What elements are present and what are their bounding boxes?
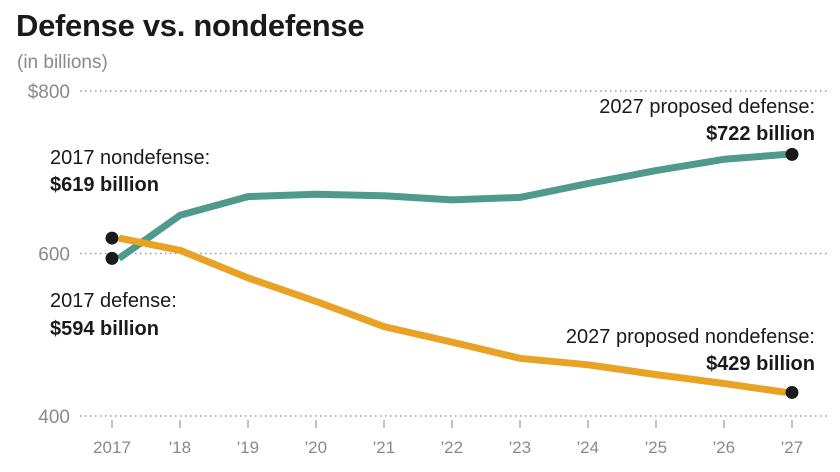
- defense-series-line: [116, 150, 787, 262]
- x-tick-label: '21: [373, 438, 395, 457]
- nondefense-endpoint-marker: [105, 231, 119, 245]
- annotation-defense-2017-label: 2017 defense:: [50, 290, 177, 312]
- y-tick-label: 400: [38, 407, 70, 428]
- y-tick-label: 600: [38, 245, 70, 266]
- nondefense-series-line: [118, 234, 787, 396]
- chart-subtitle: (in billions): [17, 52, 108, 73]
- defense-endpoint-marker: [105, 251, 119, 265]
- x-tick-label: '26: [713, 438, 735, 457]
- annotation-defense-2027-value: $722 billion: [706, 123, 815, 145]
- defense-endpoint-marker: [785, 147, 799, 161]
- annotation-nondefense-2017-value: $619 billion: [50, 174, 159, 196]
- x-tick-label: 2017: [93, 438, 131, 457]
- annotation-nondefense-2027-value: $429 billion: [706, 353, 815, 375]
- annotation-nondefense-2017-label: 2017 nondefense:: [50, 147, 210, 169]
- x-tick-label: '18: [169, 438, 191, 457]
- x-tick-label: '19: [237, 438, 259, 457]
- annotation-defense-2017-value: $594 billion: [50, 318, 159, 340]
- x-tick-label: '24: [577, 438, 599, 457]
- annotation-nondefense-2027-label: 2027 proposed nondefense:: [566, 326, 815, 348]
- nondefense-endpoint-marker: [785, 385, 799, 399]
- annotation-defense-2027-label: 2027 proposed defense:: [599, 96, 815, 118]
- x-tick-label: '22: [441, 438, 463, 457]
- chart-title: Defense vs. nondefense: [16, 8, 365, 43]
- x-tick-label: '25: [645, 438, 667, 457]
- y-tick-label: $800: [28, 82, 70, 103]
- x-tick-label: '20: [305, 438, 327, 457]
- x-tick-label: '27: [781, 438, 803, 457]
- x-tick-label: '23: [509, 438, 531, 457]
